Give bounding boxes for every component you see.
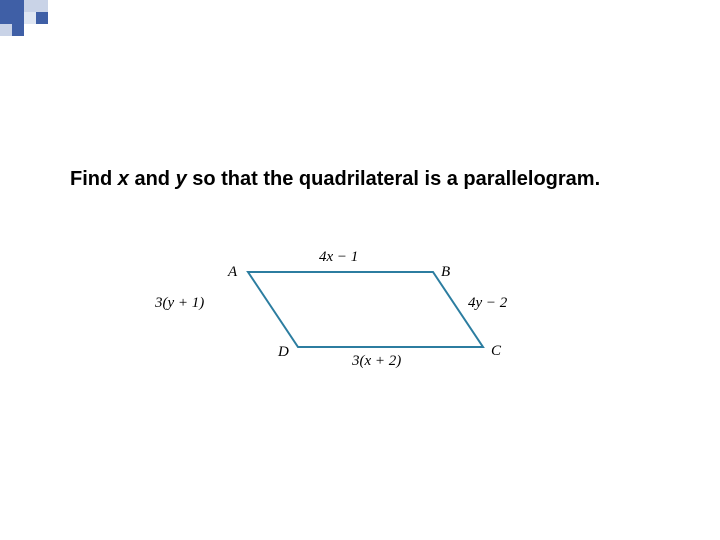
edge-label-DA: 3(y + 1) [155,295,204,312]
edge-label-CD: 3(x + 2) [352,353,401,370]
corner-decoration [0,0,60,40]
problem-prompt: Find x and y so that the quadrilateral i… [70,167,630,192]
edge-label-AB: 4x − 1 [319,249,358,266]
vertex-label-B: B [441,264,450,281]
edge-label-BC: 4y − 2 [468,295,507,312]
vertex-label-C: C [491,343,501,360]
parallelogram-diagram: A B C D 4x − 1 4y − 2 3(x + 2) 3(y + 1) [155,243,555,373]
vertex-label-D: D [278,344,289,361]
vertex-label-A: A [228,264,237,281]
